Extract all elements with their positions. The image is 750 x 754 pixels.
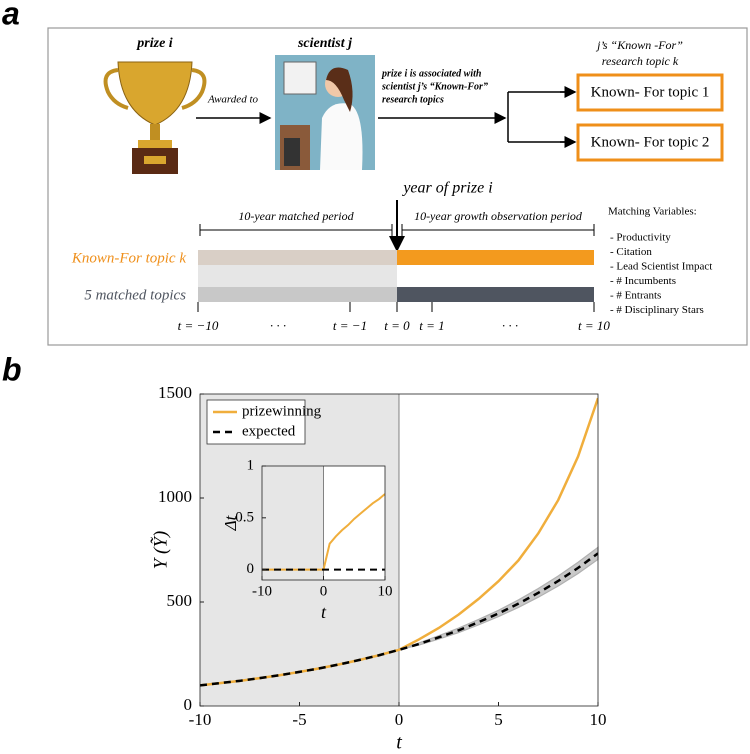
y-tick-label: 1 [247,457,255,473]
y-tick-label: 1500 [158,383,192,402]
y-axis-label: Y (Ỹ) [150,531,171,570]
period-bracket [401,224,595,236]
y-tick-label: 500 [167,591,193,610]
y-tick-label: 0 [247,561,255,577]
timeline-label: · · · [270,318,286,333]
y-axis-label: Δt [221,514,240,531]
timeline-label: t = −10 [178,318,219,333]
x-tick-label: -5 [292,710,306,729]
topic-box [576,73,724,112]
topic-box [576,123,724,162]
timeline-label: · · · [502,318,518,333]
association-note: prize i is associated with [381,68,482,79]
awarded-to: Awarded to [207,94,259,106]
matched-period: 10-year matched period [238,209,354,223]
timeline-label: t = 1 [419,318,444,333]
x-axis-label: t [321,602,327,622]
matching-title: Matching Variables: [608,206,697,218]
matching-list: - Productivity - Citation - Lead Scientist… [610,232,712,317]
series-line [200,552,598,687]
trophy-icon [103,61,207,174]
timeline-bar [198,250,397,265]
matching-variable: - Citation [610,246,652,258]
legend-label: expected [242,423,296,439]
timeline-bar [198,265,397,287]
x-tick-label: 10 [590,710,607,729]
timeline-label: t = −1 [333,318,367,333]
scientist-icon [275,55,375,170]
x-tick-label: 5 [494,710,503,729]
matching-variable: - Productivity [610,232,671,244]
prize-label: prize i [136,36,173,51]
timeline-label: t = 0 [384,318,410,333]
row-label: 5 matched topics [84,287,186,303]
association-note: scientist j’s “Known-For” [381,81,488,92]
x-tick-label: -10 [189,710,212,729]
panel-label: a [2,0,20,31]
x-axis-label: t [396,732,402,754]
topic-label: Known- For topic 1 [591,84,710,100]
y-tick-label: 0 [184,695,193,714]
topic-label: Known- For topic 2 [591,134,710,150]
shaded-region [262,466,324,580]
timeline-bar [397,287,594,302]
year-of-prize: year of prize i [401,180,492,197]
timeline-bar [397,250,594,265]
matching-variable: - Lead Scientist Impact [610,261,712,273]
scientist-label: scientist j [297,36,352,51]
x-tick-label: 0 [395,710,404,729]
y-tick-label: 1000 [158,487,192,506]
known-for-header: research topic k [602,54,679,68]
row-label: Known-For topic k [71,250,186,266]
x-tick-label: 0 [320,583,328,599]
known-for-header: j’s “Known -For” [595,38,683,52]
y-tick-label: 0.5 [235,509,254,525]
x-tick-label: 10 [378,583,393,599]
timeline-bar [198,287,397,302]
x-tick-label: -10 [252,583,272,599]
period-bracket [199,224,393,236]
panel-label: b [2,351,22,387]
timeline: t = −10 · · · t = −1 t = 0 t = 1 · · · t = 10 [178,302,610,333]
matching-variable: - # Disciplinary Stars [610,304,704,316]
timeline-label: t = 10 [578,318,610,333]
matching-variable: - # Entrants [610,290,661,302]
association-note: research topics [382,94,444,105]
legend-label: prizewinning [242,403,322,419]
legend-box [206,399,306,445]
growth-period: 10-year growth observation period [414,209,583,223]
matching-variable: - # Incumbents [610,275,676,287]
